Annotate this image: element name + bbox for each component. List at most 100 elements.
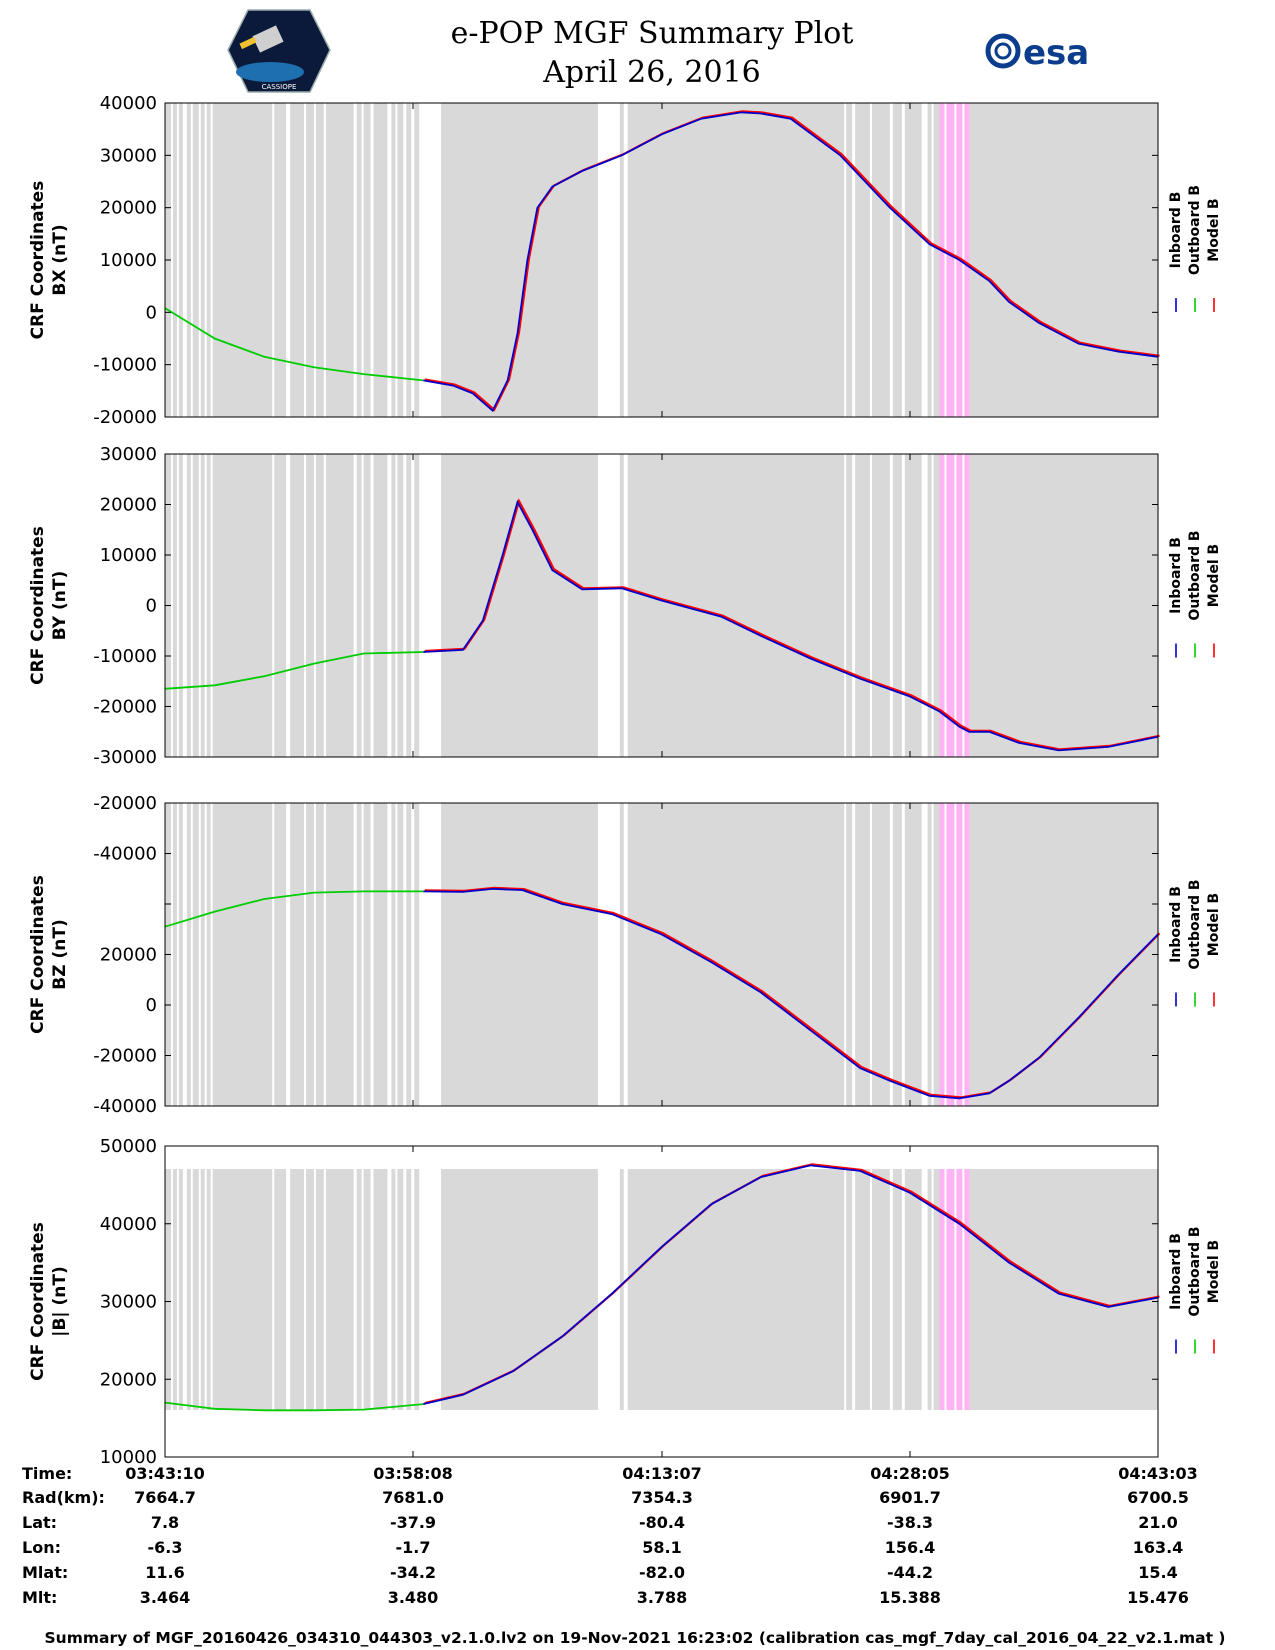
flag-stripe bbox=[954, 1169, 957, 1410]
gap-stripe bbox=[198, 803, 201, 1106]
table-cell: 58.1 bbox=[642, 1538, 681, 1557]
y-axis-label-line2: BZ (nT) bbox=[50, 919, 70, 989]
gap-stripe bbox=[852, 1169, 856, 1410]
y-tick-label: 30000 bbox=[100, 1292, 157, 1313]
legend-label: Outboard B bbox=[1187, 1226, 1203, 1316]
cassiope-logo-text: CASSIOPE bbox=[262, 83, 297, 91]
gap-stripe bbox=[597, 454, 620, 757]
y-tick-label: -20000 bbox=[93, 697, 157, 718]
y-axis-label-line1: CRF Coordinates bbox=[28, 526, 48, 685]
table-row-label: Time: bbox=[22, 1464, 72, 1483]
y-axis-label-line2: |B| (nT) bbox=[50, 1266, 70, 1337]
gap-shading bbox=[165, 103, 1158, 417]
table-cell: 03:43:10 bbox=[125, 1464, 205, 1483]
gap-stripe bbox=[170, 103, 173, 417]
gap-stripe bbox=[304, 1169, 307, 1410]
gap-stripe bbox=[870, 103, 873, 417]
table-row-label: Lon: bbox=[22, 1538, 61, 1557]
gap-stripe bbox=[623, 103, 628, 417]
legend-label: Model B bbox=[1206, 1240, 1222, 1303]
gap-stripe bbox=[901, 1169, 905, 1410]
gap-stripe bbox=[313, 803, 316, 1106]
gap-stripe bbox=[395, 454, 398, 757]
outboard-b-line bbox=[164, 890, 424, 928]
gap-stripe bbox=[198, 454, 201, 757]
gap-stripe bbox=[323, 1169, 326, 1410]
y-tick-label: -40000 bbox=[93, 1096, 157, 1117]
gap-stripe bbox=[403, 1169, 407, 1410]
gap-stripe bbox=[921, 103, 928, 417]
gap-stripe bbox=[931, 803, 934, 1106]
legend-label: Inboard B bbox=[1168, 1233, 1184, 1310]
table-cell: -34.2 bbox=[390, 1563, 436, 1582]
model-b-line bbox=[424, 498, 1160, 751]
gap-shading bbox=[165, 803, 1158, 1106]
gap-stripe bbox=[901, 803, 905, 1106]
table-cell: 6901.7 bbox=[879, 1488, 941, 1507]
gap-stripe bbox=[870, 803, 873, 1106]
y-tick-label: -40000 bbox=[93, 844, 157, 865]
flag-stripe bbox=[962, 454, 965, 757]
gap-stripe bbox=[921, 454, 928, 757]
gap-stripe bbox=[198, 103, 201, 417]
gap-stripe bbox=[870, 454, 873, 757]
y-axis-label-line1: CRF Coordinates bbox=[28, 1222, 48, 1381]
gap-stripe bbox=[323, 803, 326, 1106]
gap-stripe bbox=[419, 803, 442, 1106]
y-tick-label: 50000 bbox=[100, 1136, 157, 1157]
gap-stripe bbox=[361, 1169, 364, 1410]
gap-stripe bbox=[403, 803, 407, 1106]
gap-stripe bbox=[176, 454, 179, 757]
gap-stripe bbox=[370, 1169, 374, 1410]
gap-stripe bbox=[272, 454, 275, 757]
gap-stripe bbox=[304, 454, 307, 757]
gap-stripe bbox=[182, 803, 187, 1106]
table-cell: -80.4 bbox=[639, 1513, 685, 1532]
legend-label: Inboard B bbox=[1168, 192, 1184, 269]
table-row-label: Rad(km): bbox=[22, 1488, 105, 1507]
table-row-label: Mlat: bbox=[22, 1563, 68, 1582]
y-tick-label: 0 bbox=[146, 302, 157, 323]
table-cell: 03:58:08 bbox=[373, 1464, 453, 1483]
panel-4: 50000 40000 30000 20000 10000 CRF Coordinates… bbox=[28, 1136, 1222, 1468]
y-tick-label: 40000 bbox=[100, 1214, 157, 1235]
footer-caption: Summary of MGF_20160426_034310_044303_v2… bbox=[45, 1629, 1226, 1647]
gap-stripe bbox=[387, 103, 392, 417]
table-cell: 11.6 bbox=[145, 1563, 184, 1582]
gap-stripe bbox=[286, 103, 291, 417]
gap-stripe bbox=[353, 803, 357, 1106]
table-cell: 163.4 bbox=[1133, 1538, 1184, 1557]
y-tick-label: -10000 bbox=[93, 355, 157, 376]
gap-shading bbox=[165, 1169, 1158, 1410]
gap-stripe bbox=[623, 454, 628, 757]
flag-stripe bbox=[954, 103, 957, 417]
gap-stripe bbox=[597, 103, 620, 417]
table-cell: 6700.5 bbox=[1127, 1488, 1189, 1507]
table-cell: 21.0 bbox=[1138, 1513, 1177, 1532]
gap-stripe bbox=[852, 803, 856, 1106]
gap-stripe bbox=[313, 103, 316, 417]
outboard-b-line bbox=[164, 1401, 424, 1412]
flag-stripe bbox=[944, 1169, 947, 1410]
table-cell: 04:13:07 bbox=[622, 1464, 702, 1483]
gap-stripe bbox=[901, 454, 905, 757]
gap-stripe bbox=[889, 454, 893, 757]
y-axis-label-line1: CRF Coordinates bbox=[28, 181, 48, 340]
gap-stripe bbox=[272, 103, 275, 417]
cassiope-logo: CASSIOPE bbox=[227, 9, 331, 93]
gap-stripe bbox=[597, 1169, 620, 1410]
panel-3: -20000 -40000 20000 0 -20000 -40000 CRF Coordi… bbox=[28, 793, 1222, 1117]
y-axis-label-line2: BX (nT) bbox=[50, 224, 70, 295]
gap-stripe bbox=[901, 103, 905, 417]
gap-stripe bbox=[921, 803, 928, 1106]
table-row-label: Mlt: bbox=[22, 1588, 57, 1607]
y-tick-label: 20000 bbox=[100, 1369, 157, 1390]
gap-stripe bbox=[304, 103, 307, 417]
gap-stripe bbox=[182, 454, 187, 757]
y-tick-label: -10000 bbox=[93, 646, 157, 667]
gap-stripe bbox=[286, 1169, 291, 1410]
esa-logo-text: esa bbox=[1023, 33, 1089, 73]
gap-stripe bbox=[353, 454, 357, 757]
gap-stripe bbox=[313, 454, 316, 757]
